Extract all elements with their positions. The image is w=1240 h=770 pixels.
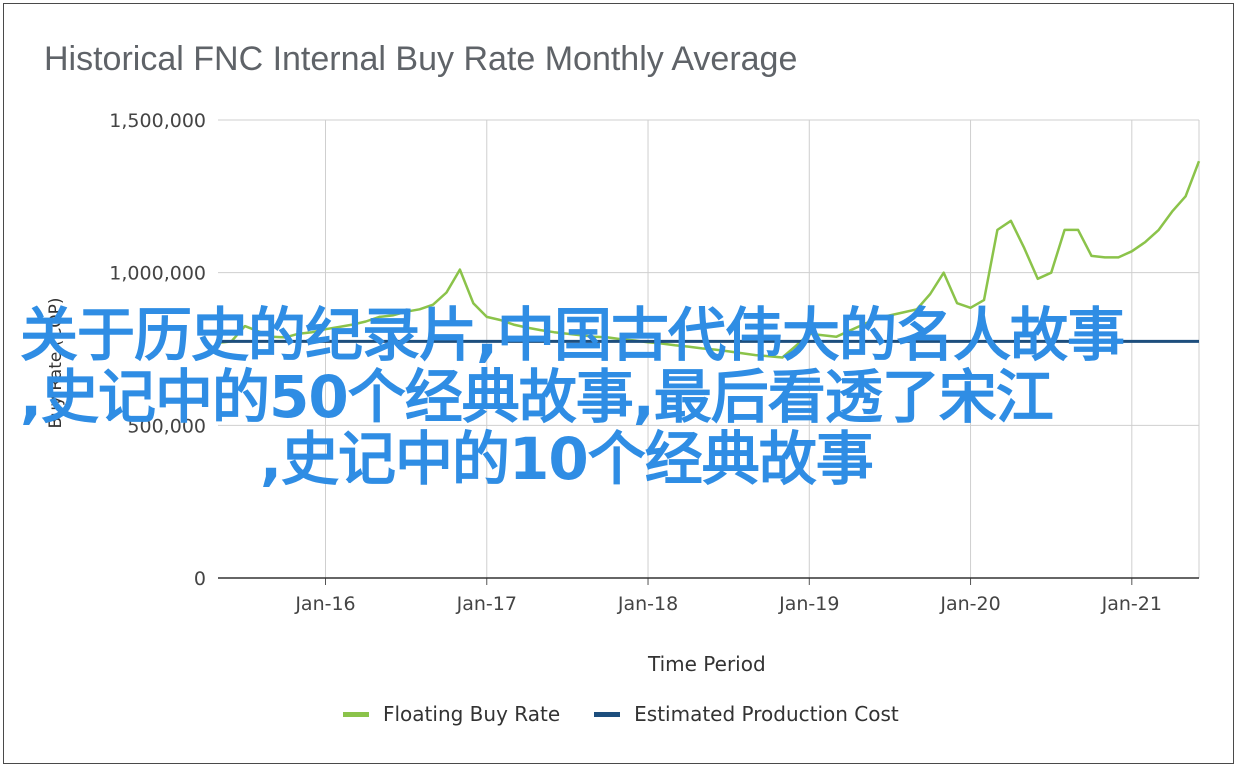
x-tick-label: Jan-17: [456, 593, 517, 615]
x-tick-label: Jan-16: [294, 593, 355, 615]
y-tick-label: 500,000: [127, 415, 206, 437]
chart-title: Historical FNC Internal Buy Rate Monthly…: [44, 40, 798, 78]
legend-item-floating-buy-rate: Floating Buy Rate: [343, 702, 560, 726]
y-tick-label: 1,500,000: [109, 110, 206, 132]
y-tick-label: 0: [194, 568, 206, 590]
chart-frame: [3, 3, 1234, 764]
series-line-floating-buy-rate: [217, 160, 1201, 359]
legend-swatch-estimated-production-cost: [594, 711, 621, 717]
legend-label-estimated-production-cost: Estimated Production Cost: [634, 702, 899, 726]
chart-legend: Floating Buy Rate Estimated Production C…: [343, 702, 933, 726]
x-axis-label: Time Period: [648, 652, 766, 676]
x-tick-label: Jan-18: [617, 593, 678, 615]
x-tick-label: Jan-21: [1101, 593, 1162, 615]
y-tick-label: 1,000,000: [109, 263, 206, 285]
legend-item-estimated-production-cost: Estimated Production Cost: [594, 702, 899, 726]
legend-label-floating-buy-rate: Floating Buy Rate: [383, 702, 561, 726]
x-tick-label: Jan-20: [939, 593, 1000, 615]
x-tick-label: Jan-19: [778, 593, 839, 615]
legend-swatch-floating-buy-rate: [343, 711, 369, 717]
y-axis-label: Buy Rate (COP): [46, 297, 66, 429]
